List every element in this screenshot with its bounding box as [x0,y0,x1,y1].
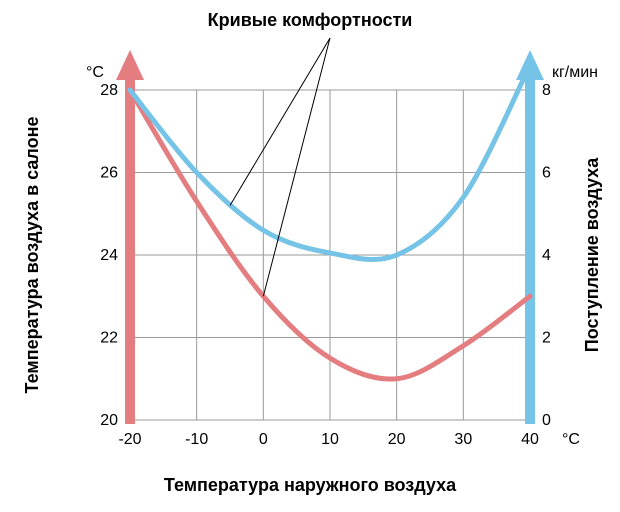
svg-text:2: 2 [542,330,551,347]
chart-title: Кривые комфортности [0,10,620,31]
x-axis-label: Температура наружного воздуха [0,475,620,496]
y-left-unit: °C [86,64,104,82]
y-left-label: Температура воздуха в салоне [22,117,42,394]
svg-text:22: 22 [100,330,118,347]
svg-text:30: 30 [454,431,472,448]
svg-text:8: 8 [542,82,551,99]
svg-text:-10: -10 [185,431,208,448]
svg-text:10: 10 [321,431,339,448]
svg-text:24: 24 [100,247,118,264]
svg-text:6: 6 [542,165,551,182]
svg-text:°C: °C [562,431,580,448]
svg-text:-20: -20 [118,431,141,448]
svg-text:26: 26 [100,165,118,182]
svg-text:20: 20 [100,412,118,429]
svg-text:0: 0 [259,431,268,448]
comfort-chart: Кривые комфортности °C кг/мин -20 -10 0 10 2… [0,0,620,512]
svg-text:28: 28 [100,82,118,99]
y-right-unit: кг/мин [552,64,598,82]
svg-text:0: 0 [542,412,551,429]
y-right-label: Поступление воздуха [582,157,602,352]
svg-text:4: 4 [542,247,551,264]
svg-text:20: 20 [388,431,406,448]
svg-text:40: 40 [521,431,539,448]
